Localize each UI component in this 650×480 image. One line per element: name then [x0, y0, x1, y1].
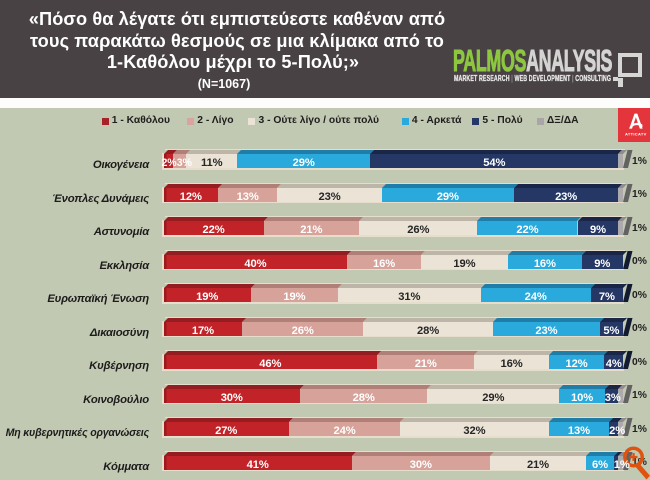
- svg-text:ATTICATV: ATTICATV: [625, 132, 647, 137]
